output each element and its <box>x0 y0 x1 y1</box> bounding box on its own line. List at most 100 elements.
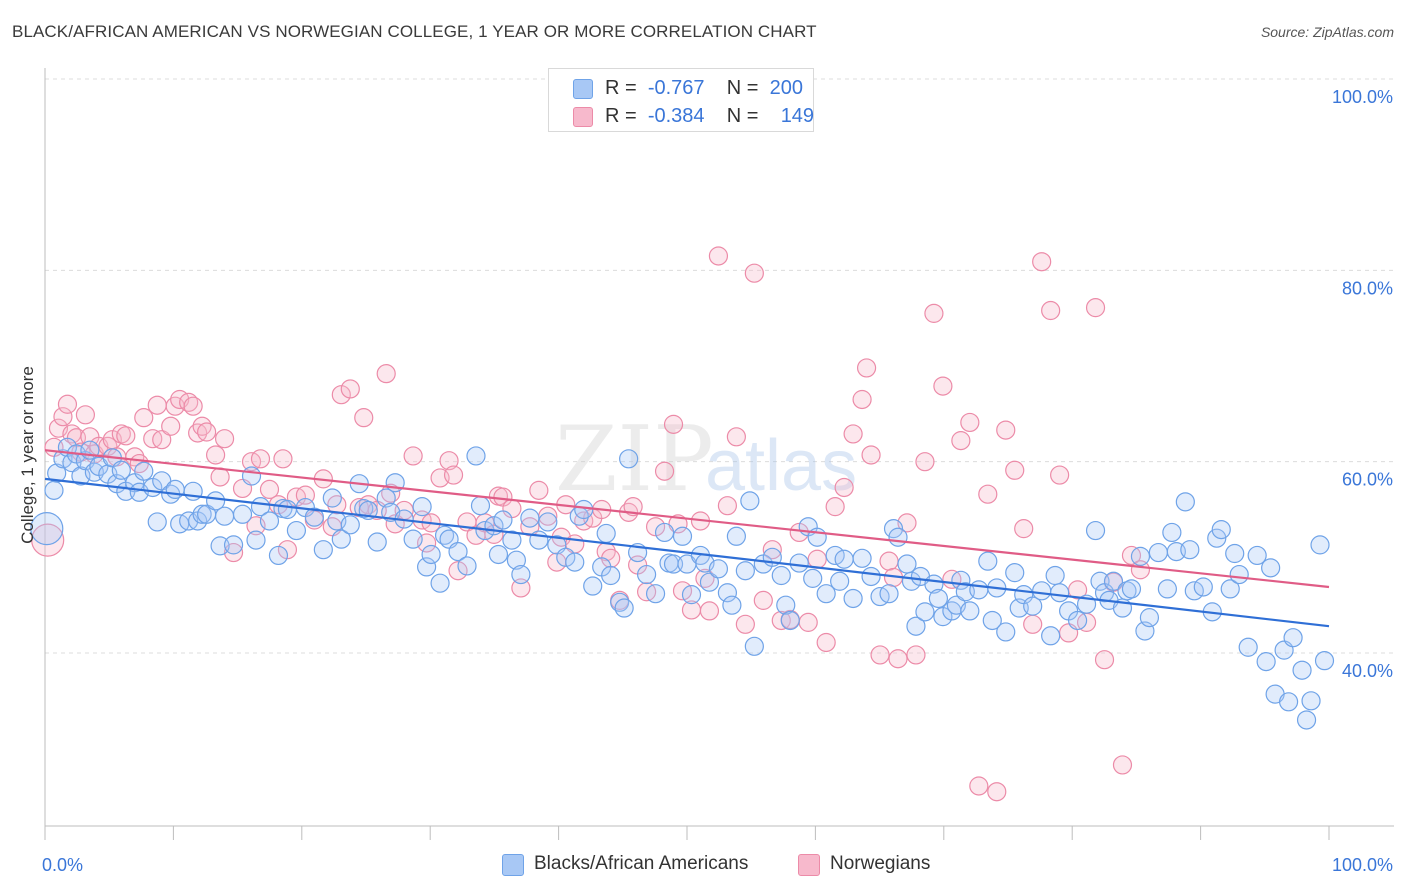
blacks-point <box>654 522 675 543</box>
y-tick-label: 60.0% <box>1342 470 1393 490</box>
norwegians-point <box>376 364 396 384</box>
blacks-point <box>1130 546 1151 566</box>
blacks-trend-line <box>44 477 1330 628</box>
blacks-point <box>1067 610 1088 631</box>
blacks-point <box>996 622 1016 642</box>
blacks-point <box>506 550 526 570</box>
blacks-point <box>1103 571 1124 591</box>
norwegians-point <box>354 408 374 428</box>
trend-lines <box>44 449 1330 628</box>
legend-label-blacks: Blacks/African Americans <box>534 853 749 874</box>
blacks-point <box>1283 628 1303 648</box>
norwegians-point <box>1112 755 1133 775</box>
norwegians-point <box>856 358 877 378</box>
norwegians-point <box>197 422 217 442</box>
norwegians-point <box>116 426 136 446</box>
blacks-point <box>488 544 509 565</box>
legend-label-norwegians: Norwegians <box>830 853 931 874</box>
blacks-point <box>259 511 280 531</box>
blacks-point <box>1162 522 1182 543</box>
norwegians-point <box>915 452 935 472</box>
blacks-point <box>134 461 154 481</box>
norwegians-point <box>206 445 226 465</box>
norwegians-point <box>717 496 738 516</box>
blacks-point <box>1314 651 1335 671</box>
blacks-point <box>192 504 212 524</box>
blacks-point <box>1139 608 1160 628</box>
blacks-point <box>803 568 823 588</box>
blacks-point <box>776 595 796 615</box>
y-tick-label: 100.0% <box>1332 87 1393 107</box>
norwegians-point <box>340 379 360 399</box>
blacks-point <box>520 508 540 528</box>
norwegians-point <box>623 497 643 517</box>
blacks-point <box>726 526 746 546</box>
blacks-point <box>367 532 387 552</box>
blacks-point <box>1175 492 1195 512</box>
blacks-point <box>1085 520 1106 541</box>
blacks-point <box>165 479 185 500</box>
blacks-point <box>960 601 980 621</box>
blacks-point <box>735 561 755 581</box>
blacks-point <box>376 488 396 508</box>
norwegians-point <box>259 479 280 500</box>
norwegians-trend-line <box>44 449 1330 589</box>
blacks-point <box>412 497 432 517</box>
norwegians-point <box>1041 300 1061 321</box>
norwegians-point <box>825 497 845 517</box>
blacks-point <box>1301 691 1321 711</box>
norwegians-point <box>250 449 271 469</box>
norwegians-point <box>448 561 468 581</box>
blacks-point <box>906 616 926 636</box>
blacks-point <box>780 610 800 631</box>
blacks-point <box>538 512 558 532</box>
norwegians-point <box>57 394 78 414</box>
blacks-point <box>830 571 850 591</box>
blacks-point <box>556 547 576 567</box>
norwegians-point <box>960 412 980 433</box>
blacks-point <box>1310 535 1330 555</box>
blacks-point <box>1050 583 1070 603</box>
blacks-point <box>502 530 522 550</box>
norwegians-point <box>1032 252 1052 272</box>
blacks-point <box>744 636 764 656</box>
n-value-blacks: 200 <box>769 77 803 99</box>
blacks-point <box>583 576 603 596</box>
blacks-point <box>466 446 486 466</box>
blacks-point <box>565 552 585 572</box>
blacks-point <box>470 496 491 516</box>
n-value-norwegians: 149 <box>780 105 815 127</box>
blacks-point <box>978 551 998 571</box>
norwegians-point <box>273 449 293 469</box>
blacks-point <box>1032 581 1052 601</box>
norwegians-point <box>1050 465 1070 485</box>
blacks-point <box>1292 660 1312 680</box>
blacks-point <box>430 573 450 593</box>
norwegians-point <box>1085 298 1106 318</box>
blacks-point <box>708 559 729 579</box>
blacks-point <box>403 529 423 549</box>
blacks-point <box>457 556 477 576</box>
watermark-atlas: atlas <box>705 426 857 506</box>
norwegians-point <box>978 484 998 504</box>
blacks-point <box>286 520 307 541</box>
blacks-point <box>421 544 441 565</box>
blacks-point <box>1157 579 1177 599</box>
norwegians-points <box>31 246 1151 802</box>
blacks-point <box>1023 596 1043 616</box>
blacks-point <box>1220 579 1240 599</box>
norwegians-point <box>870 645 890 665</box>
blacks-point <box>322 488 342 508</box>
blacks-point <box>44 480 64 500</box>
blacks-point <box>636 564 657 585</box>
blacks-point <box>1211 519 1231 540</box>
y-axis-label: College, 1 year or more <box>18 366 37 544</box>
blacks-point <box>861 566 881 587</box>
r-value-blacks: -0.767 <box>647 77 705 99</box>
norwegians-point <box>735 614 755 634</box>
norwegians-point <box>843 424 863 444</box>
norwegians-point <box>161 416 181 436</box>
legend-swatch-norwegians <box>798 854 820 876</box>
norwegians-point <box>726 427 746 447</box>
watermark-zip: ZIP <box>555 407 714 512</box>
